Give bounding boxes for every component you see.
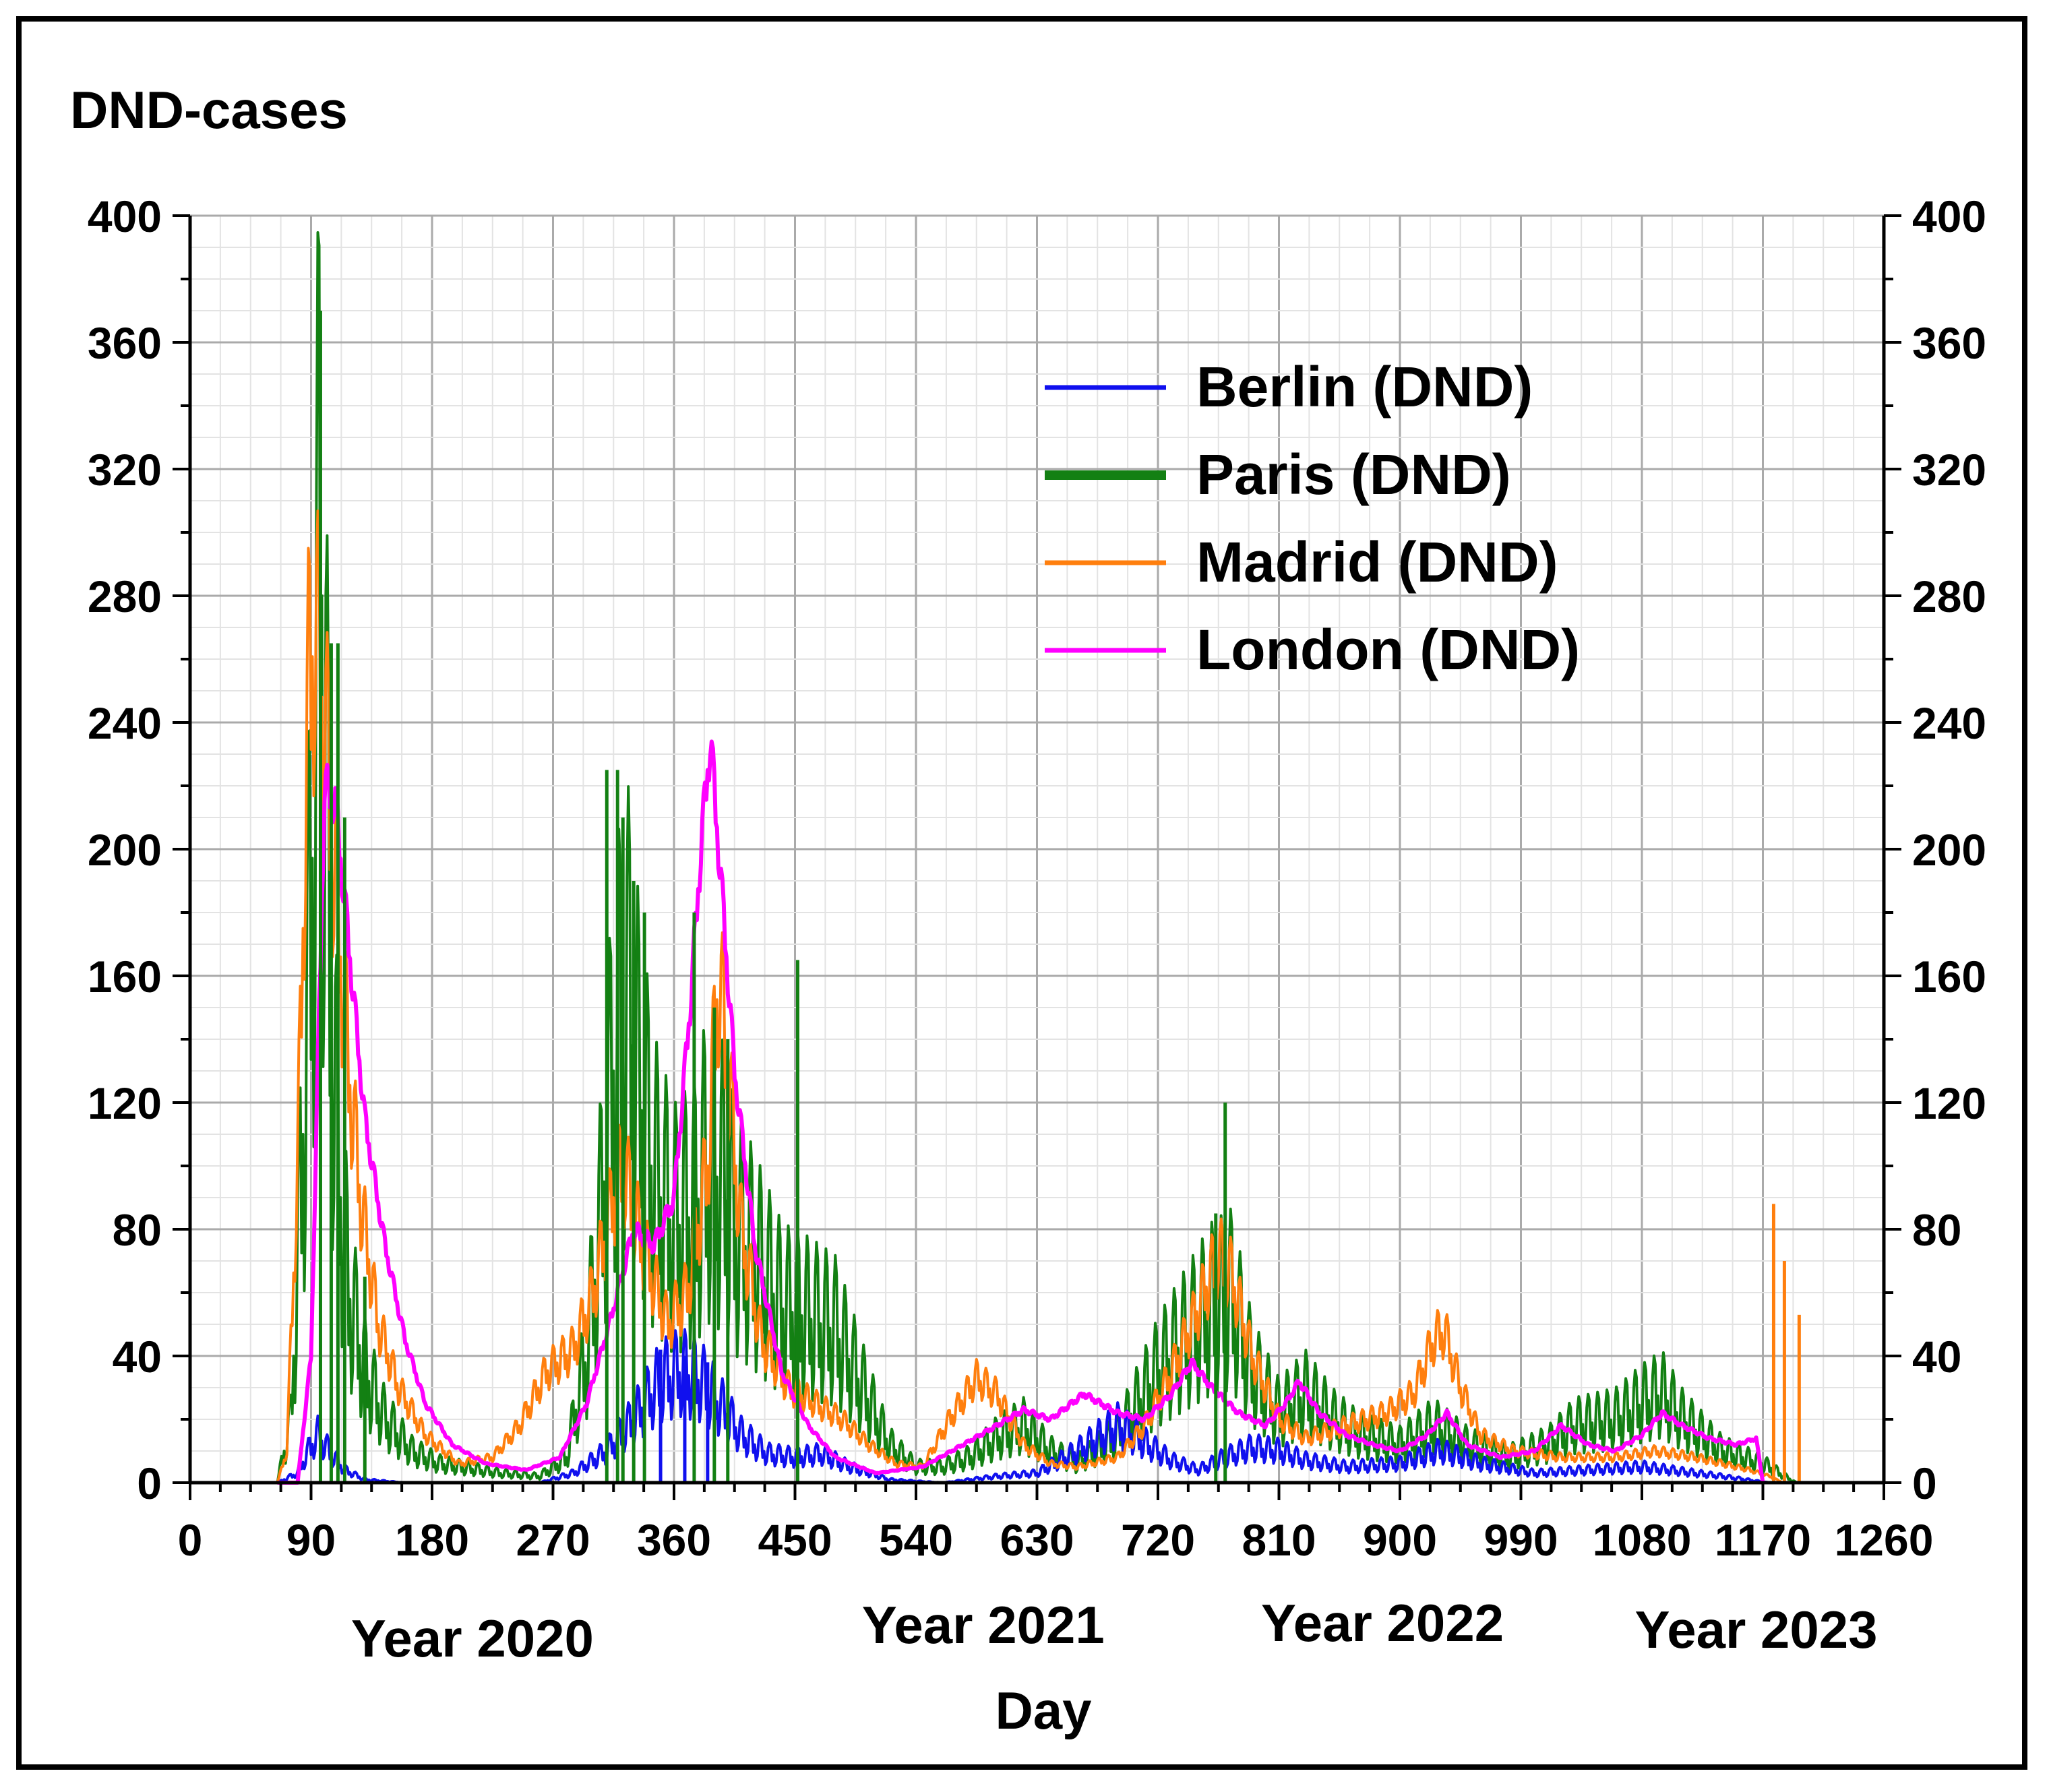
year-labels: Year 2020 Year 2021 Year 2022 Year 2023	[351, 1593, 1878, 1668]
x-tick-label: 0	[178, 1515, 203, 1565]
y-tick-label-right: 160	[1912, 952, 1986, 1001]
y-tick-label-right: 360	[1912, 318, 1986, 368]
y-tick-label-right: 120	[1912, 1078, 1986, 1128]
legend: Berlin (DND) Paris (DND) Madrid (DND) Londo…	[1045, 355, 1580, 681]
x-tick-label: 630	[1000, 1515, 1074, 1565]
year-label: Year 2021	[862, 1595, 1105, 1655]
legend-label-london: London (DND)	[1196, 618, 1580, 681]
y-tick-label-left: 80	[113, 1205, 162, 1255]
x-tick-label: 270	[516, 1515, 590, 1565]
legend-label-berlin: Berlin (DND)	[1196, 355, 1533, 419]
y-tick-label-left: 40	[113, 1332, 162, 1382]
y-tick-label-left: 360	[88, 318, 162, 368]
y-tick-label-left: 280	[88, 571, 162, 621]
x-tick-label: 720	[1121, 1515, 1195, 1565]
y-tick-label-right: 280	[1912, 571, 1986, 621]
year-label: Year 2023	[1635, 1600, 1878, 1659]
y-tick-label-right: 320	[1912, 445, 1986, 495]
x-tick-label: 810	[1242, 1515, 1316, 1565]
x-tick-label: 180	[395, 1515, 469, 1565]
x-tick-label: 990	[1484, 1515, 1558, 1565]
chart-title: DND-cases	[70, 80, 348, 140]
y-tick-labels-left: 0 40 80 120 160 200 240 280 320 360 400	[88, 191, 162, 1508]
year-label: Year 2022	[1261, 1593, 1504, 1652]
y-tick-labels-right: 0 40 80 120 160 200 240 280 320 360 400	[1912, 191, 1986, 1508]
y-tick-label-right: 400	[1912, 191, 1986, 241]
series-line-paris	[276, 231, 1798, 1484]
year-label: Year 2020	[351, 1609, 594, 1668]
y-tick-label-left: 200	[88, 825, 162, 875]
x-axis-label: Day	[995, 1681, 1091, 1740]
x-tick-label: 360	[637, 1515, 711, 1565]
axes	[173, 214, 1901, 1500]
y-tick-label-right: 240	[1912, 698, 1986, 748]
series-layer	[276, 231, 1804, 1485]
y-tick-label-left: 400	[88, 191, 162, 241]
y-tick-label-left: 0	[137, 1458, 162, 1508]
x-tick-label: 900	[1363, 1515, 1437, 1565]
y-tick-label-left: 120	[88, 1078, 162, 1128]
x-tick-label: 1260	[1835, 1515, 1934, 1565]
legend-label-paris: Paris (DND)	[1196, 443, 1511, 506]
y-tick-label-right: 80	[1912, 1205, 1961, 1255]
y-tick-label-left: 240	[88, 698, 162, 748]
y-tick-label-right: 200	[1912, 825, 1986, 875]
x-tick-label: 1170	[1715, 1515, 1811, 1565]
y-tick-label-left: 320	[88, 445, 162, 495]
legend-label-madrid: Madrid (DND)	[1196, 530, 1558, 594]
x-tick-label: 90	[286, 1515, 336, 1565]
y-tick-label-left: 160	[88, 952, 162, 1001]
x-tick-label: 540	[879, 1515, 953, 1565]
x-tick-labels: 0 90 180 270 360 450 540 630 720 810 900 990 1080 117…	[178, 1515, 1934, 1565]
y-tick-label-right: 40	[1912, 1332, 1961, 1382]
y-tick-label-right: 0	[1912, 1458, 1937, 1508]
x-tick-label: 1080	[1593, 1515, 1692, 1565]
series-line-london	[276, 739, 1765, 1485]
x-tick-label: 450	[758, 1515, 832, 1565]
grid	[189, 214, 1885, 1484]
